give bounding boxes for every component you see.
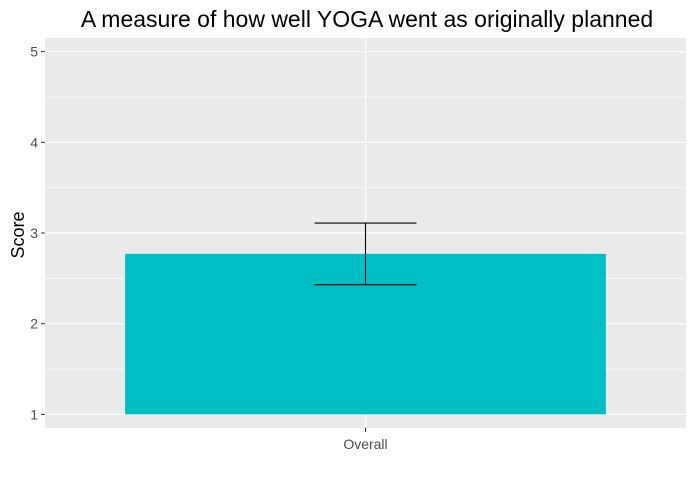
y-tick-label: 5	[30, 44, 38, 60]
chart-title: A measure of how well YOGA went as origi…	[81, 6, 653, 32]
y-axis: 1 2 3 4 5	[30, 44, 45, 422]
y-tick-label: 3	[30, 225, 38, 241]
error-bars	[314, 222, 417, 286]
x-tick-label: Overall	[343, 436, 387, 452]
y-axis-label: Score	[8, 211, 28, 258]
x-axis: Overall	[343, 428, 388, 452]
y-tick-label: 2	[30, 316, 38, 332]
y-tick-label: 4	[30, 134, 38, 150]
y-tick-label: 1	[30, 406, 38, 422]
